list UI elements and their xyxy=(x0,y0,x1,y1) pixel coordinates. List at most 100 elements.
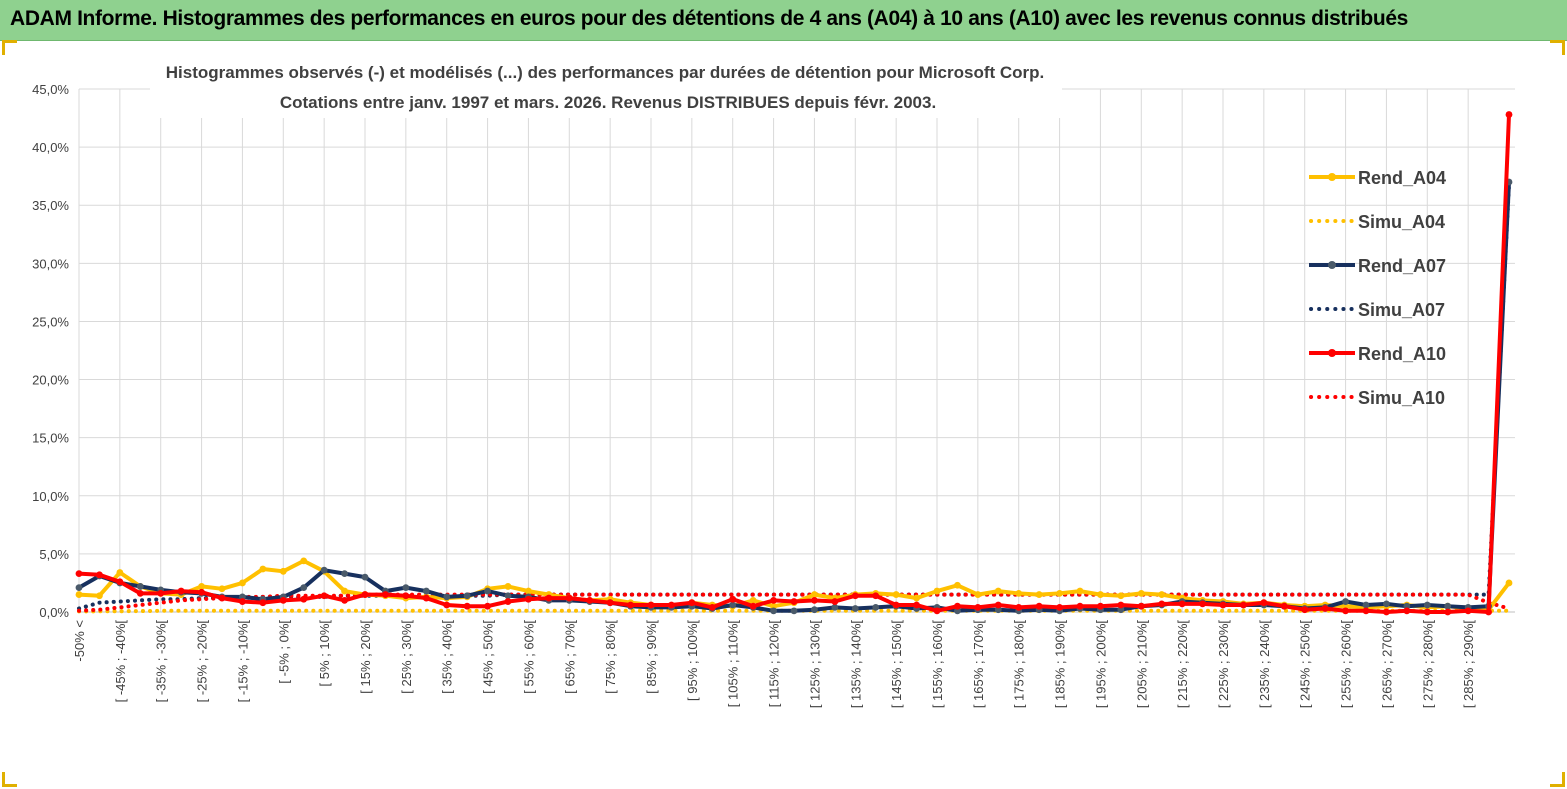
data-point-rend_a04 xyxy=(1076,587,1084,595)
x-tick-label: [ 275% ; 280%[ xyxy=(1420,620,1435,709)
x-tick-label: [ 255% ; 260%[ xyxy=(1339,620,1354,709)
x-tick-label: [ -15% ; -10%[ xyxy=(235,620,250,703)
data-point-rend_a07 xyxy=(75,584,83,591)
data-point-rend_a04 xyxy=(933,587,941,595)
data-point-rend_a10 xyxy=(1485,608,1492,616)
data-point-rend_a10 xyxy=(300,595,308,603)
x-tick-label: [ 5% ; 10%[ xyxy=(317,620,332,687)
legend-label: Rend_A07 xyxy=(1358,256,1446,276)
data-point-rend_a10 xyxy=(75,570,83,578)
data-point-rend_a04 xyxy=(892,591,900,598)
data-point-rend_a04 xyxy=(218,585,226,593)
data-point-rend_a10 xyxy=(1076,602,1084,610)
data-point-rend_a07 xyxy=(463,592,471,600)
x-tick-label: [ 245% ; 250%[ xyxy=(1298,620,1313,709)
x-tick-label: [ 45% ; 50%[ xyxy=(481,620,496,694)
x-tick-label: [ 25% ; 30%[ xyxy=(399,620,414,694)
data-point-rend_a10 xyxy=(177,587,185,595)
chart-title: Histogrammes observés (-) et modélisés (… xyxy=(166,63,1045,82)
data-point-rend_a10 xyxy=(1260,599,1268,607)
data-point-rend_a07 xyxy=(422,587,430,595)
data-point-rend_a07 xyxy=(443,593,451,601)
data-point-rend_a10 xyxy=(96,571,103,579)
frame-corner-bottom-left xyxy=(2,772,17,787)
data-point-rend_a10 xyxy=(1362,607,1370,615)
legend-label: Rend_A04 xyxy=(1358,168,1446,188)
data-point-rend_a07 xyxy=(1362,601,1370,609)
data-point-rend_a04 xyxy=(239,579,246,587)
x-tick-label: [ 175% ; 180%[ xyxy=(1012,620,1027,709)
data-point-rend_a10 xyxy=(1301,606,1309,614)
x-tick-label: [ 135% ; 140%[ xyxy=(848,620,863,709)
data-point-rend_a10 xyxy=(198,588,205,596)
data-point-rend_a04 xyxy=(1056,590,1063,597)
data-point-rend_a10 xyxy=(872,592,880,600)
legend-marker xyxy=(1328,173,1336,181)
data-point-rend_a10 xyxy=(279,596,287,604)
x-tick-label: [ 195% ; 200%[ xyxy=(1093,620,1108,709)
x-tick-label: [ -5% ; 0%[ xyxy=(276,620,291,684)
data-point-rend_a07 xyxy=(361,573,369,581)
x-tick-label: [ 185% ; 190%[ xyxy=(1053,620,1068,709)
data-point-rend_a10 xyxy=(545,594,553,602)
data-point-rend_a10 xyxy=(1178,600,1186,608)
data-point-rend_a10 xyxy=(218,594,226,602)
data-point-rend_a07 xyxy=(484,587,491,595)
data-point-rend_a07 xyxy=(1342,598,1349,605)
data-point-rend_a10 xyxy=(525,595,532,603)
data-point-rend_a10 xyxy=(851,592,859,600)
report-title: ADAM Informe. Histogrammes des performan… xyxy=(10,7,1408,30)
x-tick-label: [ 75% ; 80%[ xyxy=(603,620,618,694)
data-point-rend_a07 xyxy=(811,606,818,614)
data-point-rend_a10 xyxy=(831,598,839,605)
data-point-rend_a10 xyxy=(422,594,430,602)
data-point-rend_a07 xyxy=(300,584,308,591)
data-point-rend_a10 xyxy=(1342,607,1349,615)
data-point-rend_a10 xyxy=(1015,603,1023,611)
data-point-rend_a04 xyxy=(913,594,920,602)
series-line-rend_a10 xyxy=(78,114,1511,614)
legend-label: Simu_A10 xyxy=(1358,388,1445,408)
x-tick-label: [ 35% ; 40%[ xyxy=(440,620,455,694)
x-tick-label: [ -35% ; -30%[ xyxy=(154,620,169,703)
frame-corner-top-right xyxy=(1550,40,1565,55)
data-point-rend_a10 xyxy=(668,601,675,609)
data-point-rend_a04 xyxy=(341,587,348,595)
series-line-simu_a07 xyxy=(77,182,1511,611)
report-banner: ADAM Informe. Histogrammes des performan… xyxy=(0,0,1567,41)
data-point-rend_a10 xyxy=(1137,602,1145,610)
data-point-rend_a10 xyxy=(259,599,267,607)
x-tick-label: [ 95% ; 100%[ xyxy=(685,620,700,701)
data-point-rend_a04 xyxy=(1117,592,1125,600)
data-point-rend_a10 xyxy=(320,592,328,600)
data-point-rend_a10 xyxy=(1199,600,1206,608)
data-point-rend_a04 xyxy=(198,583,205,590)
data-point-rend_a10 xyxy=(116,578,124,586)
x-tick-label: [ 125% ; 130%[ xyxy=(807,620,822,709)
data-point-rend_a04 xyxy=(1015,590,1023,597)
data-point-rend_a10 xyxy=(974,603,982,611)
x-tick-label: [ -45% ; -40%[ xyxy=(113,620,128,703)
data-point-rend_a10 xyxy=(790,598,798,605)
data-point-rend_a10 xyxy=(606,599,614,607)
data-point-rend_a10 xyxy=(504,598,512,605)
series-line-rend_a07 xyxy=(78,181,1511,613)
y-tick-label: 45,0% xyxy=(32,82,69,97)
legend-marker xyxy=(1328,261,1336,269)
data-point-rend_a10 xyxy=(688,599,696,607)
data-point-rend_a07 xyxy=(504,592,512,600)
y-tick-label: 15,0% xyxy=(32,431,69,446)
y-tick-label: 30,0% xyxy=(32,256,69,271)
data-point-rend_a04 xyxy=(259,565,267,573)
x-tick-label: [ -25% ; -20%[ xyxy=(195,620,210,703)
x-axis: -50% < [ -45% ; -40%[[ -35% ; -30%[[ -25%… xyxy=(72,611,1515,709)
data-point-rend_a10 xyxy=(586,596,594,604)
legend: Rend_A04 Simu_A04 Rend_A07 Simu_A07 Rend_A10… xyxy=(1309,168,1446,408)
x-tick-label: [ 15% ; 20%[ xyxy=(358,620,373,694)
x-tick-label: [ 155% ; 160%[ xyxy=(930,620,945,709)
data-point-rend_a10 xyxy=(361,591,369,598)
data-point-rend_a04 xyxy=(1505,579,1513,587)
data-point-rend_a10 xyxy=(1423,608,1431,616)
data-point-rend_a07 xyxy=(831,603,839,611)
data-point-rend_a04 xyxy=(811,591,818,598)
